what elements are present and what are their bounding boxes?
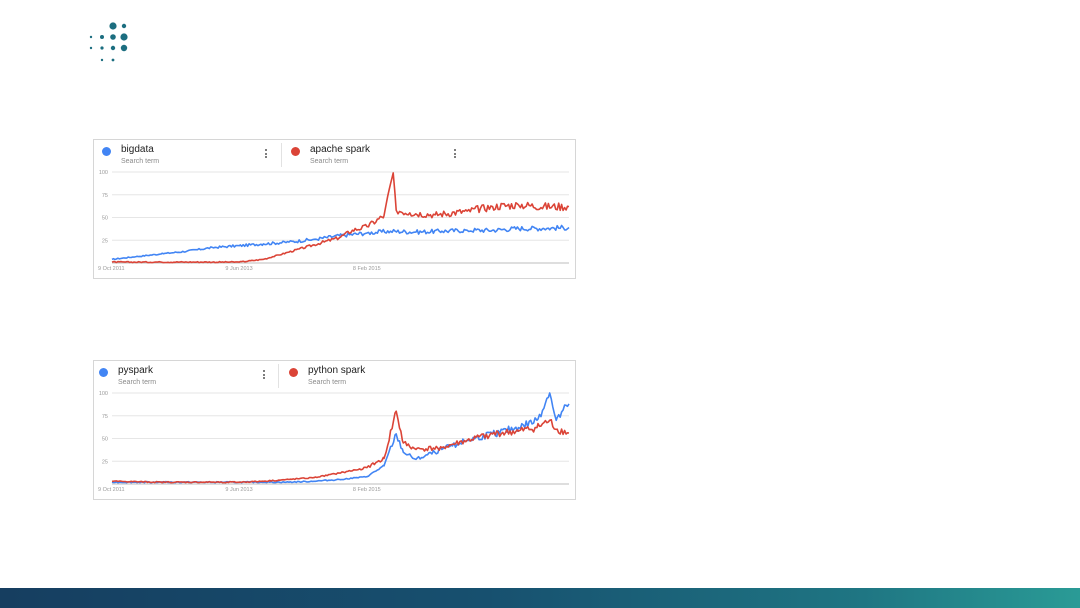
legend-sub: Search term — [118, 379, 157, 386]
y-tick-label: 100 — [99, 391, 108, 397]
legend-color-dot — [99, 368, 108, 377]
legend-term: bigdata — [121, 144, 154, 155]
series-line-1 — [111, 392, 570, 484]
logo-dot — [109, 22, 117, 30]
line-chart-2: 100 75 50 25 9 Oct 2011 9 Jun 2013 8 Feb 2015 — [98, 391, 570, 493]
series-line-1 — [111, 224, 570, 261]
logo-dot — [120, 33, 128, 41]
x-tick-label: 9 Jun 2013 — [225, 266, 252, 272]
logo-dot — [100, 46, 104, 50]
legend-divider — [281, 143, 282, 167]
more-options-icon[interactable] — [452, 148, 458, 162]
legend-sub: Search term — [308, 379, 347, 386]
trends-chart-panel-1: bigdata Search term apache spark Search … — [93, 139, 576, 279]
series-line-2 — [111, 410, 570, 484]
legend-sub: Search term — [310, 158, 349, 165]
legend-term: pyspark — [118, 365, 154, 376]
y-tick-label: 25 — [102, 459, 108, 465]
y-tick-label: 75 — [102, 193, 108, 199]
trends-chart-panel-2: pyspark Search term python spark Search … — [93, 360, 576, 500]
x-tick-label: 8 Feb 2015 — [353, 266, 381, 272]
logo-dot — [110, 34, 116, 40]
y-tick-label: 100 — [99, 170, 108, 176]
dot-grid-logo-icon — [89, 22, 128, 62]
logo-dot — [100, 35, 104, 39]
y-tick-label: 50 — [102, 437, 108, 443]
legend-color-dot — [289, 368, 298, 377]
x-tick-label: 8 Feb 2015 — [353, 487, 381, 493]
x-tick-label: 9 Jun 2013 — [225, 487, 252, 493]
line-chart-1: 100 75 50 25 9 Oct 2011 9 Jun 2013 8 Feb 2015 — [98, 170, 570, 272]
y-tick-label: 50 — [102, 216, 108, 222]
legend-sub: Search term — [121, 158, 160, 165]
logo-dot — [89, 46, 93, 50]
logo-dot — [111, 58, 115, 62]
logo-dot — [110, 45, 116, 51]
legend-term: apache spark — [310, 144, 371, 155]
more-options-icon[interactable] — [263, 148, 269, 162]
series-line-2 — [111, 172, 570, 264]
legend-divider — [278, 364, 279, 388]
logo-dot — [120, 44, 128, 52]
x-tick-label: 9 Oct 2011 — [98, 266, 125, 272]
legend-color-dot — [102, 147, 111, 156]
footer-bar — [0, 588, 1080, 608]
logo-dot — [89, 35, 93, 39]
logo-dot — [121, 23, 127, 29]
y-tick-label: 25 — [102, 238, 108, 244]
legend-term: python spark — [308, 365, 366, 376]
legend-color-dot — [291, 147, 300, 156]
logo-dot — [100, 58, 104, 62]
more-options-icon[interactable] — [261, 369, 267, 383]
y-tick-label: 75 — [102, 414, 108, 420]
x-tick-label: 9 Oct 2011 — [98, 487, 125, 493]
